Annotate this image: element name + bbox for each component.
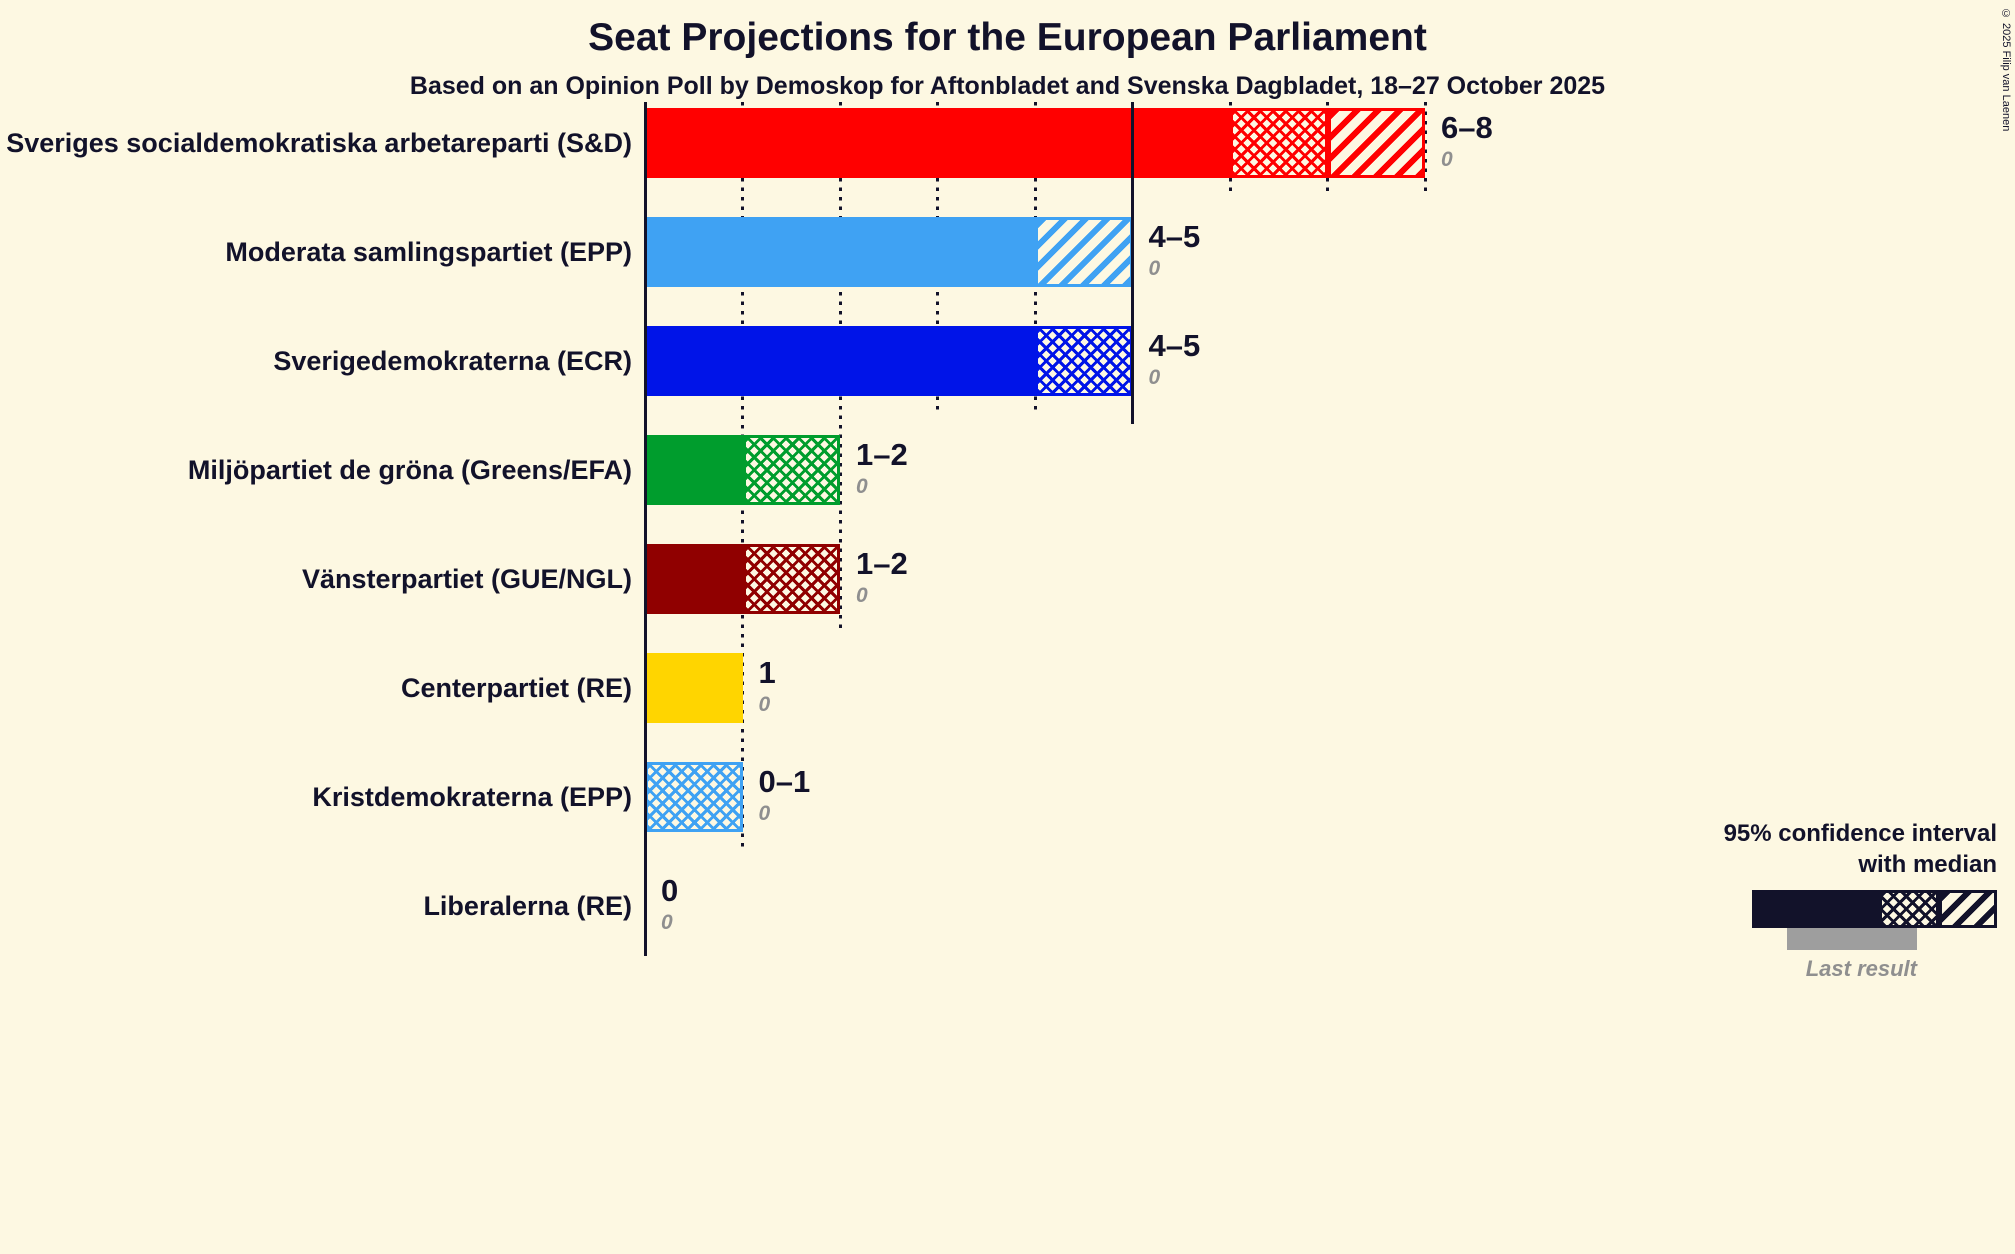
legend-ci-line1: 95% confidence interval: [1723, 820, 1997, 847]
party-label: Vänsterpartiet (GUE/NGL): [301, 563, 632, 594]
bar-hatch-segment: [1035, 217, 1133, 287]
last-result-value: 0: [856, 584, 868, 607]
bar-hatch-segment: [1327, 108, 1425, 178]
last-result-value: 0: [1148, 366, 1161, 389]
gridline-8: [1423, 102, 1427, 193]
chart-subtitle: Based on an Opinion Poll by Demoskop for…: [409, 72, 1606, 100]
copyright-notice: © 2025 Filip van Laenen: [2000, 8, 2012, 132]
legend: 95% confidence interval with median Last…: [1567, 818, 1997, 982]
party-label: Centerpartiet (RE): [400, 672, 632, 703]
y-axis: [643, 102, 647, 956]
party-label: Kristdemokraterna (EPP): [312, 781, 632, 812]
last-result-value: 0: [1441, 148, 1453, 171]
seat-range-label: 4–5: [1148, 328, 1201, 363]
bar-solid-segment: [645, 653, 743, 723]
seat-range-label: 1–2: [856, 546, 908, 581]
bar-crosshatch-segment: [645, 762, 743, 832]
bar-solid-segment: [645, 217, 1035, 287]
bar-solid-segment: [645, 326, 1035, 396]
legend-solid-sample: [1752, 890, 1879, 929]
last-result-value: 0: [758, 693, 771, 716]
bar-crosshatch-segment: [1230, 108, 1328, 178]
legend-last-result-label: Last result: [1805, 956, 1917, 982]
chart-title: Seat Projections for the European Parlia…: [588, 16, 1427, 59]
gridline-5-solid: [1131, 102, 1134, 424]
bar-solid-segment: [645, 544, 743, 614]
bar-solid-segment: [645, 435, 743, 505]
last-result-value: 0: [856, 475, 868, 498]
party-label: Moderata samlingspartiet (EPP): [225, 236, 632, 267]
last-result-value: 0: [661, 911, 673, 934]
seat-range-label: 1: [758, 655, 776, 690]
seat-range-label: 0–1: [758, 764, 811, 799]
seat-range-label: 1–2: [856, 437, 908, 472]
legend-last-result-sample: [1787, 928, 1917, 951]
party-label: Miljöpartiet de gröna (Greens/EFA): [187, 454, 632, 485]
legend-crosshatch-sample: [1879, 890, 1939, 929]
party-label: Liberalerna (RE): [423, 890, 632, 921]
seat-range-label: 0: [661, 873, 679, 908]
last-result-value: 0: [1148, 257, 1161, 280]
bar-crosshatch-segment: [742, 435, 840, 505]
party-label: Sverigedemokraterna (ECR): [273, 345, 632, 376]
legend-ci-line2: with median: [1858, 851, 1997, 879]
last-result-value: 0: [758, 802, 771, 825]
bar-crosshatch-segment: [742, 544, 840, 614]
bar-crosshatch-segment: [1035, 326, 1133, 396]
legend-hatch-sample: [1939, 890, 1997, 929]
party-label: Sveriges socialdemokratiska arbetarepart…: [6, 127, 632, 158]
legend-ci-sample-bar: [1752, 890, 1997, 929]
seat-range-label: 6–8: [1441, 110, 1493, 145]
bar-solid-segment: [645, 108, 1230, 178]
seat-range-label: 4–5: [1148, 219, 1201, 254]
